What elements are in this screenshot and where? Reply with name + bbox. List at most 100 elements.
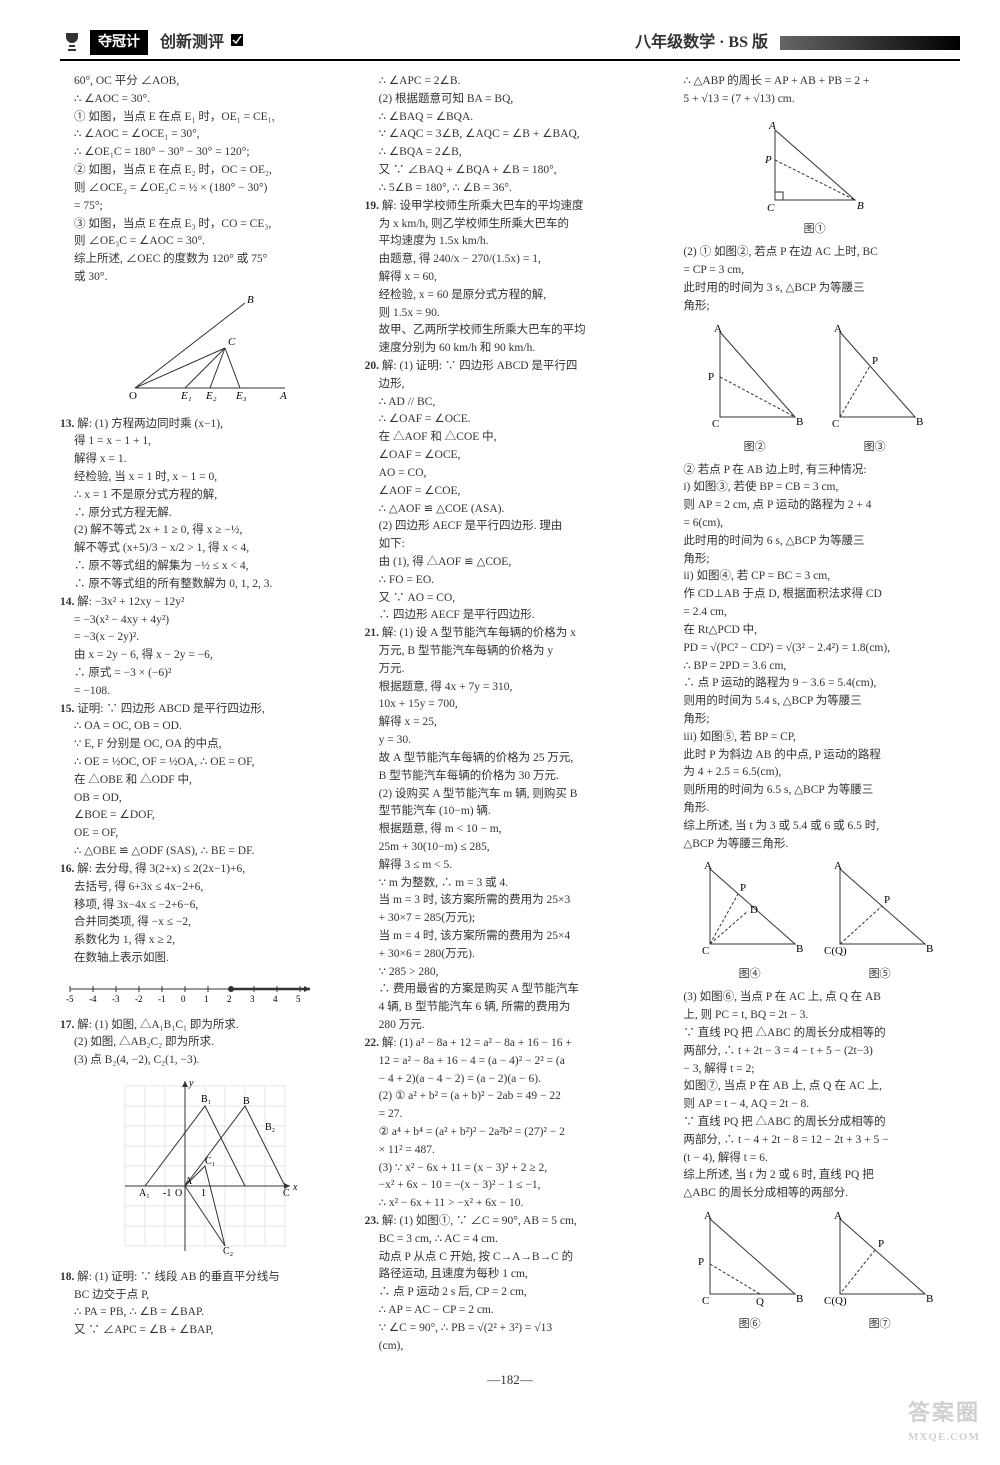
- svg-text:C: C: [228, 336, 236, 348]
- svg-text:O: O: [175, 1188, 182, 1199]
- text-line: 10x + 15y = 700,: [365, 696, 656, 714]
- text-block: 60°, OC 平分 ∠AOB,∴ ∠AOC = 30°.① 如图，当点 E 在…: [60, 73, 351, 287]
- page-header: 夺冠计 创新测评 八年级数学 · BS 版: [60, 30, 960, 61]
- text-line: △BCP 为等腰三角形.: [669, 836, 960, 854]
- text-line: 由 x = 2y − 6, 得 x − 2y = −6,: [60, 647, 351, 665]
- text-line: ∴ BP = 2PD = 3.6 cm,: [669, 658, 960, 676]
- text-line: 速度分别为 60 km/h 和 90 km/h.: [365, 340, 656, 358]
- svg-text:B: B: [926, 943, 933, 955]
- text-line: 则 1.5x = 90.: [365, 305, 656, 323]
- svg-text:A: A: [279, 390, 287, 402]
- text-line: 23. 解: (1) 如图①, ∵ ∠C = 90°, AB = 5 cm,: [365, 1213, 656, 1231]
- text-line: 故甲、乙两所学校师生所乘大巴车的平均: [365, 322, 656, 340]
- text-line: ∴ x = 1 不是原分式方程的解,: [60, 487, 351, 505]
- svg-text:B₂: B₂: [265, 1122, 275, 1133]
- text-line: ∴ 点 P 运动 2 s 后, CP = 2 cm,: [365, 1284, 656, 1302]
- svg-text:C: C: [702, 945, 709, 957]
- svg-text:B: B: [796, 1293, 803, 1305]
- text-line: 19. 解: 设甲学校师生所乘大巴车的平均速度: [365, 198, 656, 216]
- svg-text:-1: -1: [158, 994, 166, 1004]
- text-line: 当 m = 3 时, 该方案所需的费用为 25×3: [365, 892, 656, 910]
- text-line: 又 ∵ ∠BAQ + ∠BQA + ∠B = 180°,: [365, 162, 656, 180]
- column-1: 60°, OC 平分 ∠AOB,∴ ∠AOC = 30°.① 如图，当点 E 在…: [60, 73, 351, 1356]
- svg-text:A₁: A₁: [139, 1188, 150, 1199]
- svg-text:5: 5: [296, 994, 301, 1004]
- text-line: 解得 x = 1.: [60, 451, 351, 469]
- text-line: △ABC 的周长分成相等的两部分.: [669, 1185, 960, 1203]
- text-line: (2) ① 如图②, 若点 P 在边 AC 上时, BC: [669, 244, 960, 262]
- svg-text:P: P: [872, 355, 878, 367]
- text-line: = 2.4 cm,: [669, 604, 960, 622]
- text-line: 为 x km/h, 则乙学校师生所乘大巴车的: [365, 216, 656, 234]
- text-line: 又 ∵ ∠APC = ∠B + ∠BAP,: [60, 1322, 351, 1340]
- text-line: B 型节能汽车每辆的价格为 30 万元.: [365, 768, 656, 786]
- svg-text:A: A: [834, 860, 842, 872]
- svg-text:y: y: [188, 1078, 194, 1089]
- text-line: ∴ △ABP 的周长 = AP + AB + PB = 2 +: [669, 73, 960, 91]
- square-icon: [230, 33, 244, 52]
- text-line: 22. 解: (1) a² − 8a + 12 = a² − 8a + 16 −…: [365, 1035, 656, 1053]
- text-line: 合并同类项, 得 −x ≤ −2,: [60, 914, 351, 932]
- text-line: 则所用的时间为 6.5 s, △BCP 为等腰三: [669, 782, 960, 800]
- svg-text:A: A: [704, 860, 712, 872]
- text-line: 故 A 型节能汽车每辆的价格为 25 万元,: [365, 750, 656, 768]
- figure-6-7: A P Q C B 图⑥ A P C(Q) B: [669, 1209, 960, 1333]
- text-line: ∠AOF = ∠COE,: [365, 483, 656, 501]
- text-line: 当 m = 4 时, 该方案所需的费用为 25×4: [365, 928, 656, 946]
- text-line: (2) 解不等式 2x + 1 ≥ 0, 得 x ≥ −½,: [60, 522, 351, 540]
- badge: 夺冠计: [90, 30, 148, 55]
- svg-text:A: A: [834, 1210, 842, 1222]
- svg-text:-5: -5: [66, 994, 74, 1004]
- text-line: ∴ 原式 = −3 × (−6)²: [60, 665, 351, 683]
- text-line: 为 4 + 2.5 = 6.5(cm),: [669, 764, 960, 782]
- text-line: PD = √(PC² − CD²) = √(3² − 2.4²) = 1.8(c…: [669, 640, 960, 658]
- figure-grid: x y O -1 1 A₁ B₁ B C₁ A B₂ C C₂: [60, 1076, 351, 1263]
- text-line: ∴ ∠OAF = ∠OCE.: [365, 411, 656, 429]
- q22: 22. 解: (1) a² − 8a + 12 = a² − 8a + 16 −…: [365, 1035, 656, 1213]
- text-line: ① 如图，当点 E 在点 E₁ 时，OE₁ = CE₁,: [60, 109, 351, 127]
- text-line: 则 AP = 2 cm, 点 P 运动的路程为 2 + 4: [669, 497, 960, 515]
- text-line: ∴ 原分式方程无解.: [60, 505, 351, 523]
- text-line: 由题意, 得 240/x − 270/(1.5x) = 1,: [365, 251, 656, 269]
- svg-text:A: A: [768, 120, 776, 132]
- text-line: BC 边交于点 P,: [60, 1287, 351, 1305]
- text-line: ∵ 直线 PQ 把 △ABC 的周长分成相等的: [669, 1114, 960, 1132]
- svg-text:C(Q): C(Q): [824, 1295, 847, 1307]
- text-line: ∴ OA = OC, OB = OD.: [60, 718, 351, 736]
- text-line: 经检验, 当 x = 1 时, x − 1 = 0,: [60, 469, 351, 487]
- figure-angle: O B C E₁ E₂ E₃ A: [60, 293, 351, 410]
- svg-text:C: C: [702, 1295, 709, 1307]
- text-line: 移项, 得 3x−4x ≤ −2+6−6,: [60, 897, 351, 915]
- svg-text:B: B: [243, 1096, 250, 1107]
- fig-label: 图④: [690, 966, 810, 983]
- text-line: 13. 解: (1) 方程两边同时乘 (x−1),: [60, 416, 351, 434]
- text-line: y = 30.: [365, 732, 656, 750]
- text-line: 17. 解: (1) 如图, △A₁B₁C₁ 即为所求.: [60, 1017, 351, 1035]
- svg-text:B: B: [926, 1293, 933, 1305]
- text-line: 解得 3 ≤ m < 5.: [365, 857, 656, 875]
- fig-label: 图⑦: [820, 1316, 940, 1333]
- svg-text:C: C: [283, 1188, 290, 1199]
- text-line: × 11² = 487.: [365, 1142, 656, 1160]
- svg-text:A: A: [704, 1210, 712, 1222]
- text-line: 根据题意, 得 m < 10 − m,: [365, 821, 656, 839]
- text-line: 14. 解: −3x² + 12xy − 12y²: [60, 594, 351, 612]
- text-line: ∴ ∠BQA = 2∠B,: [365, 144, 656, 162]
- text-line: 综上所述, ∠OEC 的度数为 120° 或 75°: [60, 251, 351, 269]
- text-line: = −3(x² − 4xy + 4y²): [60, 612, 351, 630]
- text-line: ∴ 原不等式组的解集为 −½ ≤ x < 4,: [60, 558, 351, 576]
- text-line: ∴ ∠APC = 2∠B.: [365, 73, 656, 91]
- text-line: = 27.: [365, 1106, 656, 1124]
- text-line: BC = 3 cm, ∴ AC = 4 cm.: [365, 1231, 656, 1249]
- text-line: AO = CO,: [365, 465, 656, 483]
- svg-text:A: A: [714, 323, 722, 335]
- q18: 18. 解: (1) 证明: ∵ 线段 AB 的垂直平分线与BC 边交于点 P,…: [60, 1269, 351, 1340]
- text-line: ∴ ∠BAQ = ∠BQA.: [365, 109, 656, 127]
- text-line: ∴ AP = AC − CP = 2 cm.: [365, 1302, 656, 1320]
- text-line: 解得 x = 25,: [365, 714, 656, 732]
- svg-text:-2: -2: [135, 994, 143, 1004]
- fig-label: 图③: [820, 439, 930, 456]
- text-line: 角形;: [669, 551, 960, 569]
- text-line: ∴ ∠OE₁C = 180° − 30° − 30° = 120°;: [60, 144, 351, 162]
- text-line: 此时用的时间为 3 s, △BCP 为等腰三: [669, 280, 960, 298]
